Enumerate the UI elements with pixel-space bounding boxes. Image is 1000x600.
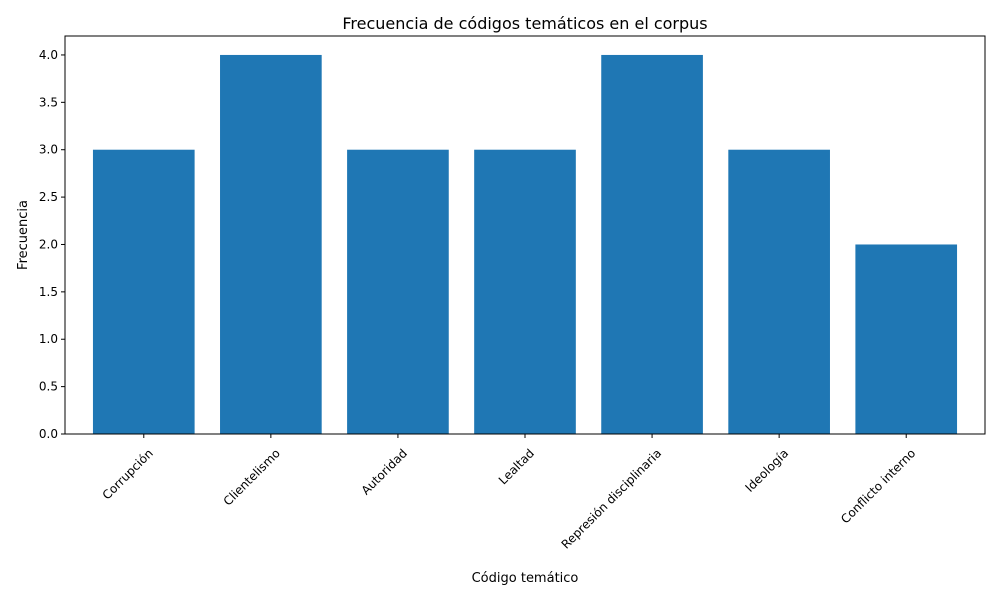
y-tick-label-8: 4.0 — [39, 48, 58, 62]
y-tick-label-1: 0.5 — [39, 380, 58, 394]
bars — [92, 54, 958, 434]
x-axis: Corrupción Clientelismo Autoridad Lealtad Re… — [100, 434, 918, 552]
y-tick-label-5: 2.5 — [39, 190, 58, 204]
bar-3 — [474, 149, 576, 434]
y-axis-label: Frecuencia — [16, 200, 31, 270]
y-tick-label-6: 3.0 — [39, 143, 58, 157]
bar-2 — [347, 149, 449, 434]
y-tick-label-2: 1.0 — [39, 332, 58, 346]
bar-1 — [220, 54, 322, 434]
chart-title: Frecuencia de códigos temáticos en el co… — [342, 14, 707, 33]
x-tick-label-3: Lealtad — [496, 446, 537, 487]
y-tick-label-4: 2.0 — [39, 237, 58, 251]
y-axis: 0.0 0.5 1.0 1.5 2.0 2.5 3.0 3.5 4.0 — [39, 48, 65, 441]
x-tick-label-2: Autoridad — [359, 446, 410, 497]
x-tick-label-6: Conflicto interno — [838, 446, 918, 526]
x-tick-label-0: Corrupción — [100, 446, 156, 502]
bar-5 — [728, 149, 830, 434]
x-tick-label-4: Represión disciplinaria — [559, 446, 665, 552]
x-tick-label-1: Clientelismo — [221, 446, 283, 508]
plot-frame — [64, 35, 986, 435]
y-tick-label-3: 1.5 — [39, 285, 58, 299]
bar-4 — [601, 54, 703, 434]
bar-0 — [92, 149, 195, 434]
y-tick-label-7: 3.5 — [39, 95, 58, 109]
y-tick-label-0: 0.0 — [39, 427, 58, 441]
bar-6 — [855, 244, 958, 434]
x-tick-label-5: Ideología — [743, 446, 792, 495]
x-axis-label: Código temático — [472, 571, 579, 586]
